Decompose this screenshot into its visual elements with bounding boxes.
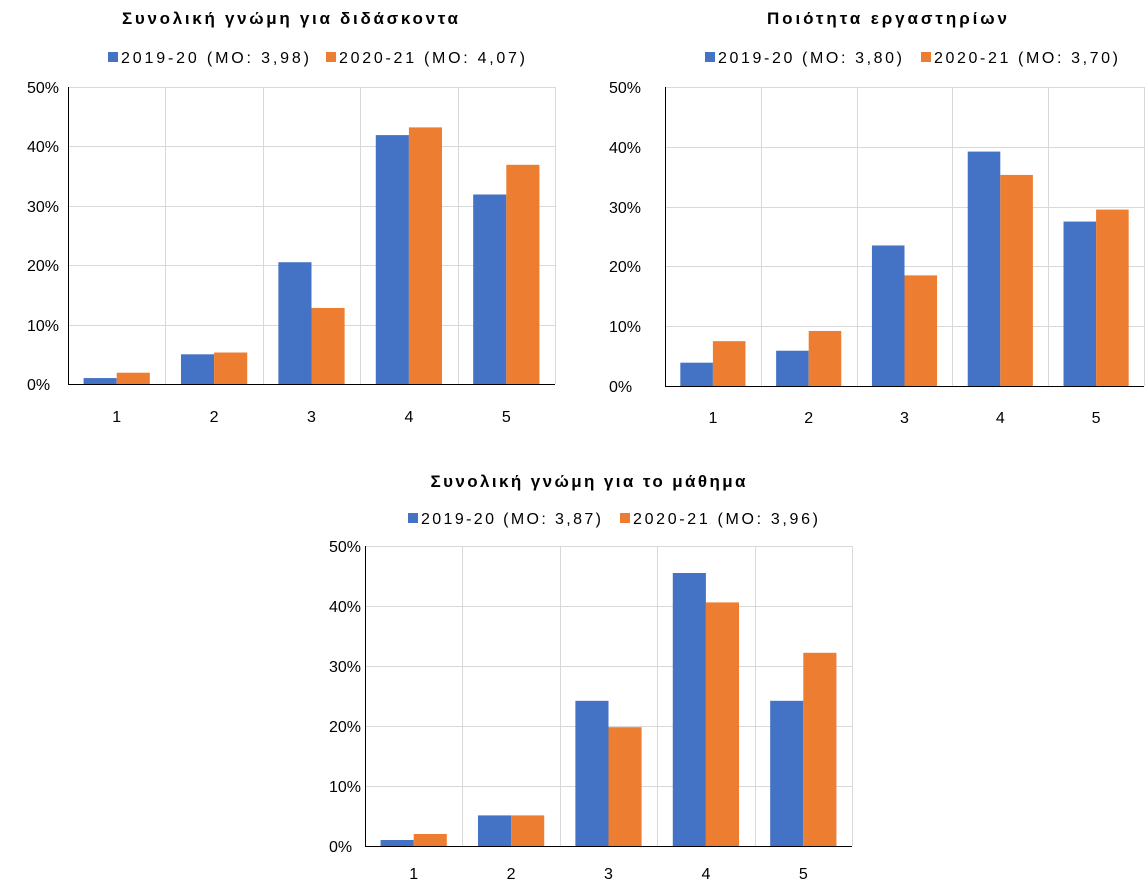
y-tick-label: 10% [27,318,59,335]
bar-series-1-category-3 [278,262,312,384]
y-tick-label: 0% [329,839,352,856]
legend-swatch-series-1 [705,52,715,62]
bar-series-2-category-2 [808,330,842,386]
legend: 2019-20 (MO: 3,98) 2020-21 (MO: 4,07) [108,50,525,67]
legend-label-series-1: 2019-20 (MO: 3,80) [718,50,902,67]
legend: 2019-20 (MO: 3,87) 2020-21 (MO: 3,96) [408,511,818,528]
x-tick-label: 5 [799,866,808,881]
y-tick-label: 0% [27,377,50,394]
x-tick-label: 4 [701,866,710,881]
bar-series-2-category-2 [511,815,545,846]
plot-area: 0% 10% 20% 30% 40% 50% 1 2 3 4 5 [609,80,1145,427]
x-tick-label: 1 [708,410,717,427]
bar-series-1-category-5 [770,700,804,846]
legend-swatch-series-1 [408,513,418,523]
x-tick-label: 3 [307,409,316,426]
bar-series-2-category-4 [408,127,443,384]
bar-series-2-category-1 [712,341,746,386]
bar-series-1-category-2 [776,350,809,386]
y-tick-label: 50% [27,80,59,97]
y-tick-label: 40% [329,599,361,616]
bar-series-1-category-1 [83,378,117,384]
bar-series-2-category-1 [413,834,447,846]
bar-series-2-category-3 [608,727,642,846]
bar-series-1-category-5 [473,194,507,384]
bar-series-1-category-4 [967,151,1001,386]
legend-swatch-series-2 [620,513,630,523]
chart-course-overall-opinion: Συνολική γνώμη για το μάθημα 2019-20 (MO… [329,472,853,881]
y-tick-label: 40% [27,139,59,156]
bar-series-1-category-4 [375,135,409,384]
bar-series-1-category-1 [680,362,713,386]
chart-teacher-overall-opinion: Συνολική γνώμη για διδάσκοντα 2019-20 (M… [27,9,556,426]
chart-title: Συνολική γνώμη για διδάσκοντα [122,9,459,28]
legend-label-series-2: 2020-21 (MO: 4,07) [339,50,525,67]
y-tick-label: 50% [329,539,361,556]
legend-label-series-2: 2020-21 (MO: 3,96) [633,511,818,528]
legend-label-series-2: 2020-21 (MO: 3,70) [934,50,1118,67]
bar-series-2-category-4 [1000,174,1033,386]
chart-title: Ποιότητα εργαστηρίων [767,9,1007,28]
plot-area: 0% 10% 20% 30% 40% 50% 1 2 3 4 5 [27,80,556,426]
bar-series-1-category-2 [477,815,512,846]
bar-series-2-category-3 [904,275,938,386]
y-tick-label: 50% [609,80,641,97]
bar-series-1-category-3 [575,700,609,846]
y-tick-label: 20% [329,719,361,736]
bar-series-1-category-5 [1063,221,1097,386]
y-tick-label: 30% [609,200,641,217]
y-tick-label: 30% [329,659,361,676]
x-tick-label: 3 [900,410,909,427]
x-tick-label: 1 [112,409,121,426]
y-tick-label: 10% [609,319,641,336]
bar-series-2-category-5 [506,164,540,384]
legend-label-series-1: 2019-20 (MO: 3,87) [421,511,601,528]
bar-series-1-category-3 [871,245,905,386]
bar-series-2-category-4 [705,602,740,846]
bar-series-1-category-2 [180,354,215,384]
legend-label-series-1: 2019-20 (MO: 3,98) [121,50,309,67]
y-tick-label: 20% [27,258,59,275]
chart-lab-quality: Ποιότητα εργαστηρίων 2019-20 (MO: 3,80) … [609,9,1145,427]
legend: 2019-20 (MO: 3,80) 2020-21 (MO: 3,70) [705,50,1118,67]
bar-series-1-category-4 [672,573,706,846]
y-tick-label: 20% [609,259,641,276]
plot-area: 0% 10% 20% 30% 40% 50% 1 2 3 4 5 [329,539,853,881]
y-tick-label: 0% [609,379,632,396]
y-tick-label: 30% [27,199,59,216]
x-tick-label: 2 [507,866,516,881]
bar-series-1-category-1 [380,840,414,846]
x-tick-label: 2 [210,409,219,426]
x-tick-label: 2 [804,410,813,427]
y-tick-label: 40% [609,140,641,157]
x-tick-label: 5 [502,409,511,426]
x-tick-label: 3 [604,866,613,881]
bar-series-2-category-1 [116,372,150,384]
bar-series-2-category-5 [1096,209,1129,386]
legend-swatch-series-1 [108,52,118,62]
chart-title: Συνολική γνώμη για το μάθημα [431,472,747,491]
bar-series-2-category-3 [311,307,345,384]
x-tick-label: 4 [996,410,1005,427]
bar-series-2-category-5 [803,652,837,846]
legend-swatch-series-2 [326,52,336,62]
legend-swatch-series-2 [921,52,931,62]
x-tick-label: 4 [404,409,413,426]
y-tick-label: 10% [329,779,361,796]
x-tick-label: 5 [1092,410,1101,427]
x-tick-label: 1 [409,866,418,881]
bar-series-2-category-2 [214,352,248,384]
